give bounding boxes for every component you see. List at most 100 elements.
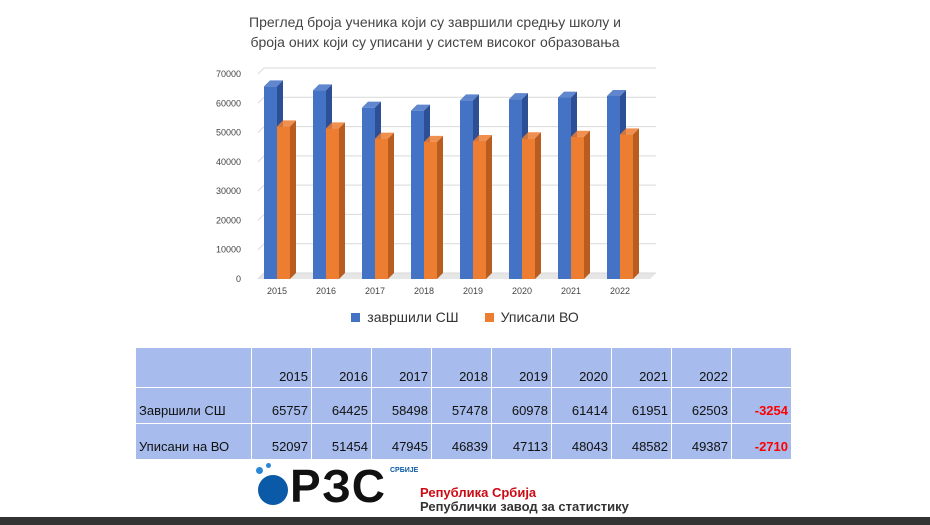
logo-small-text: СРБИЈЕ	[390, 467, 419, 474]
bar-series-1-2018-top	[411, 104, 430, 111]
bar-series-1-2018	[411, 110, 424, 279]
table-year-header: 2022	[671, 347, 732, 388]
legend-swatch-series-1	[351, 312, 361, 322]
gridline-side	[257, 184, 265, 192]
gridline-side	[257, 272, 265, 280]
bar-series-2-2019	[473, 141, 486, 279]
table-diff-cell: -3254	[731, 387, 792, 424]
logo-institute-name: Републички завод за статистику	[420, 499, 629, 514]
rzs-logo: РЗС СРБИЈЕ Република Србија Републички з…	[252, 461, 632, 517]
table-cell: 60978	[491, 387, 552, 424]
legend-item-series-2: Уписали ВО	[484, 309, 579, 325]
bar-series-1-2022-top	[607, 89, 626, 96]
bar-series-2-2017-side	[388, 132, 394, 279]
gridline-side	[257, 67, 265, 75]
table-cell: 65757	[251, 387, 312, 424]
table-row: Уписани на ВО 52097 51454 47945 46839 47113 48…	[135, 423, 792, 460]
bar-series-2-2022-side	[633, 128, 639, 279]
bar-series-2-2015-side	[290, 120, 296, 280]
table-row-label: Завршили СШ	[135, 387, 252, 424]
bar-series-1-2019	[460, 100, 473, 279]
chart-title-line-2: броја оних који су уписани у систем висо…	[250, 34, 620, 50]
table-year-header: 2021	[611, 347, 672, 388]
table-year-header: 2017	[371, 347, 432, 388]
bar-series-2-2020-side	[535, 132, 541, 279]
x-tick-label: 2019	[463, 286, 483, 296]
data-table: 2015 2016 2017 2018 2019 2020 2021 2022 Завршили…	[135, 347, 792, 460]
bar-series-2-2021-top	[571, 130, 590, 137]
bar-series-1-2016-top	[313, 84, 332, 91]
bar-series-2-2019-top	[473, 135, 492, 142]
gridline-side	[257, 243, 265, 251]
table-year-header: 2018	[431, 347, 492, 388]
chart-legend: завршили СШ Уписали ВО	[0, 309, 930, 325]
bar-series-2-2016-side	[339, 122, 345, 279]
legend-swatch-series-2	[484, 312, 494, 322]
y-tick-label: 20000	[216, 215, 241, 225]
x-tick-label: 2020	[512, 286, 532, 296]
y-tick-label: 0	[236, 274, 241, 284]
table-row: Завршили СШ 65757 64425 58498 57478 60978 6141…	[135, 387, 792, 424]
bar-series-2-2022-top	[620, 128, 639, 135]
legend-label-series-1: завршили СШ	[367, 309, 459, 325]
legend-item-series-1: завршили СШ	[351, 309, 459, 325]
logo-letters: РЗС	[290, 460, 387, 512]
bar-series-2-2018	[424, 141, 437, 279]
chart-floor	[258, 273, 656, 279]
table-year-header: 2015	[251, 347, 312, 388]
legend-label-series-2: Уписали ВО	[500, 309, 579, 325]
bar-series-1-2020-top	[509, 93, 528, 100]
bar-series-1-2017-top	[362, 101, 381, 108]
table-cell: 58498	[371, 387, 432, 424]
bar-series-2-2020-top	[522, 132, 541, 139]
table-diff-header	[731, 347, 792, 388]
gridline-side	[257, 155, 265, 163]
table-year-header: 2019	[491, 347, 552, 388]
table-cell: 61414	[551, 387, 612, 424]
bar-series-1-2017	[362, 107, 375, 280]
gridline-side	[257, 126, 265, 133]
bottom-bar	[0, 517, 930, 525]
bar-series-2-2021	[571, 136, 584, 279]
bar-series-1-2016	[313, 90, 326, 279]
table-cell: 47945	[371, 423, 432, 460]
logo-dot-icon	[256, 467, 263, 474]
bar-series-2-2015-top	[277, 120, 296, 127]
bar-series-1-2021-top	[558, 91, 577, 98]
table-cell: 52097	[251, 423, 312, 460]
bar-series-2-2018-top	[424, 135, 443, 142]
bar-series-1-2022	[607, 95, 620, 279]
x-tick-label: 2018	[414, 286, 434, 296]
table-year-header: 2016	[311, 347, 372, 388]
gridline-side	[257, 96, 265, 104]
x-tick-label: 2016	[316, 286, 336, 296]
bar-series-2-2016	[326, 128, 339, 279]
bar-series-2-2016-top	[326, 122, 345, 129]
table-cell: 57478	[431, 387, 492, 424]
chart-title: Преглед броја ученика који су завршили с…	[225, 12, 645, 52]
table-cell: 48043	[551, 423, 612, 460]
table-cell: 61951	[611, 387, 672, 424]
logo-dot-small-icon	[266, 463, 271, 468]
bar-series-2-2019-side	[486, 135, 492, 279]
y-tick-label: 10000	[216, 245, 241, 255]
table-diff-cell: -2710	[731, 423, 792, 460]
table-year-header: 2020	[551, 347, 612, 388]
bar-series-2-2015	[277, 126, 290, 280]
table-cell: 64425	[311, 387, 372, 424]
y-tick-label: 60000	[216, 98, 241, 108]
logo-circle-icon	[258, 475, 288, 505]
bar-series-2-2022	[620, 134, 633, 279]
table-cell: 46839	[431, 423, 492, 460]
logo-country-name: Република Србија	[420, 485, 537, 500]
gridline-side	[257, 214, 265, 221]
table-cell: 62503	[671, 387, 732, 424]
y-tick-label: 50000	[216, 128, 241, 138]
bar-series-2-2017	[375, 138, 388, 279]
x-tick-label: 2015	[267, 286, 287, 296]
table-cell: 48582	[611, 423, 672, 460]
chart-title-line-1: Преглед броја ученика који су завршили с…	[249, 14, 621, 30]
x-tick-label: 2022	[610, 286, 630, 296]
y-tick-label: 70000	[216, 69, 241, 79]
y-tick-label: 30000	[216, 186, 241, 196]
